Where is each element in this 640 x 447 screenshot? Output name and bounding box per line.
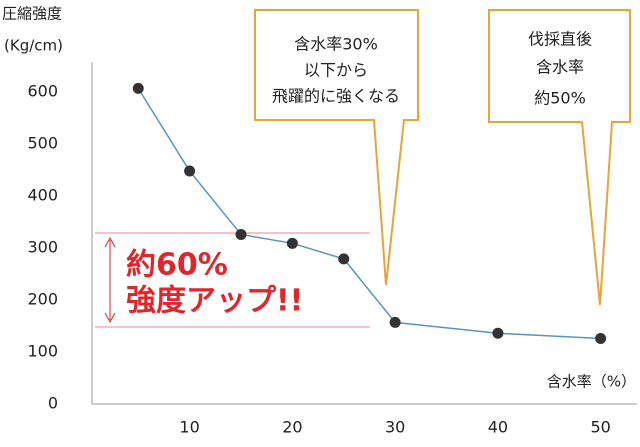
- data-point: [492, 327, 504, 339]
- data-point: [595, 332, 607, 344]
- data-point: [389, 316, 401, 328]
- highlight-text: 約60%: [126, 248, 228, 283]
- callout-text: 以下から: [304, 61, 368, 80]
- data-point: [132, 82, 144, 94]
- y-tick-label: 600: [27, 82, 58, 101]
- data-line: [137, 87, 601, 340]
- x-tick-label: 20: [282, 418, 302, 437]
- callout-text: 伐採直後: [528, 30, 592, 49]
- callout-text: 飛躍的に強くなる: [272, 87, 400, 106]
- y-tick-label: 200: [27, 290, 58, 309]
- highlight-text: 強度アップ!!: [126, 284, 303, 319]
- x-tick-label: 30: [385, 418, 405, 437]
- data-point: [286, 237, 298, 249]
- data-point: [235, 228, 247, 240]
- callout-text: 約50%: [534, 89, 586, 108]
- y-tick-label: 300: [27, 238, 58, 257]
- y-tick-label: 500: [27, 134, 58, 153]
- y-tick-label: 100: [27, 342, 58, 361]
- data-point: [184, 165, 196, 177]
- x-tick-label: 10: [179, 418, 199, 437]
- y-axis-label: 圧縮強度: [2, 5, 62, 23]
- x-tick-label: 40: [488, 418, 508, 437]
- x-tick-label: 50: [590, 418, 610, 437]
- data-point: [338, 253, 350, 265]
- callout-box: [254, 9, 419, 286]
- callout-box: [488, 9, 631, 306]
- highlight-arrow-head: [104, 236, 116, 324]
- callout-text: 含水率: [536, 58, 584, 77]
- y-tick-label: 0: [48, 394, 58, 413]
- y-axis-label: (Kg/cm): [4, 37, 63, 55]
- y-tick-label: 400: [27, 186, 58, 205]
- callout-text: 含水率30%: [294, 35, 378, 54]
- x-axis-label: 含水率（%）: [547, 373, 636, 391]
